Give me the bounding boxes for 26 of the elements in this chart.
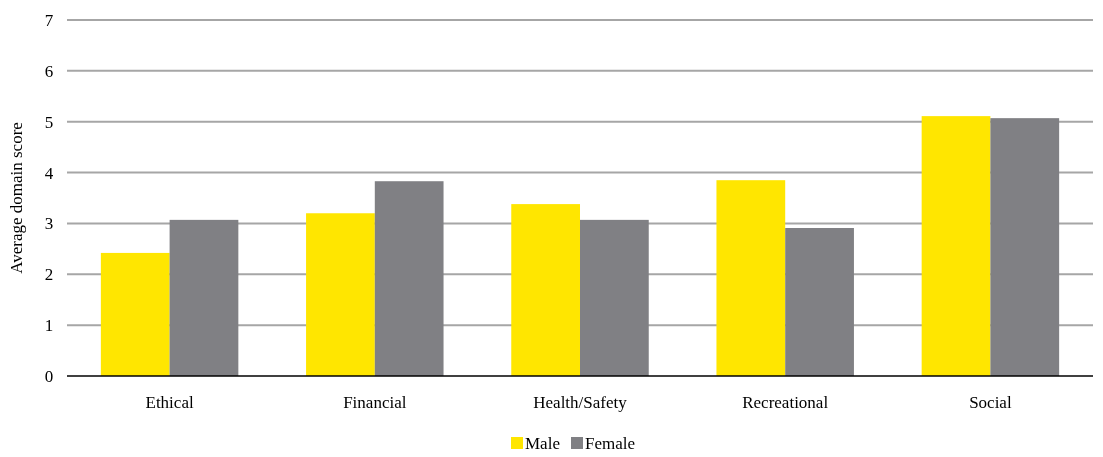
y-tick-label: 2	[44, 265, 54, 285]
bar	[580, 219, 649, 376]
bar	[100, 252, 170, 376]
x-tick-label: Social	[969, 393, 1012, 412]
y-tick-label: 7	[44, 10, 54, 30]
legend-label: Male	[525, 434, 560, 453]
bar	[990, 118, 1060, 376]
y-axis-title: Average domain score	[7, 122, 26, 274]
bar	[306, 213, 375, 376]
y-tick-label: 0	[44, 366, 54, 386]
bar	[716, 180, 786, 376]
legend-label: Female	[585, 434, 636, 453]
y-tick-label: 1	[44, 316, 54, 336]
y-tick-label: 6	[44, 61, 54, 81]
bar	[374, 181, 444, 376]
x-tick-label: Financial	[343, 393, 407, 412]
x-tick-label: Health/Safety	[533, 393, 628, 412]
bar	[511, 204, 580, 376]
bar	[169, 219, 239, 376]
y-tick-label: 3	[44, 214, 54, 234]
x-tick-label: Ethical	[145, 393, 194, 412]
y-tick-label: 5	[44, 112, 54, 132]
x-tick-label: Recreational	[742, 393, 829, 412]
y-tick-label: 4	[44, 163, 54, 183]
bar	[921, 116, 991, 376]
bar	[785, 228, 854, 376]
